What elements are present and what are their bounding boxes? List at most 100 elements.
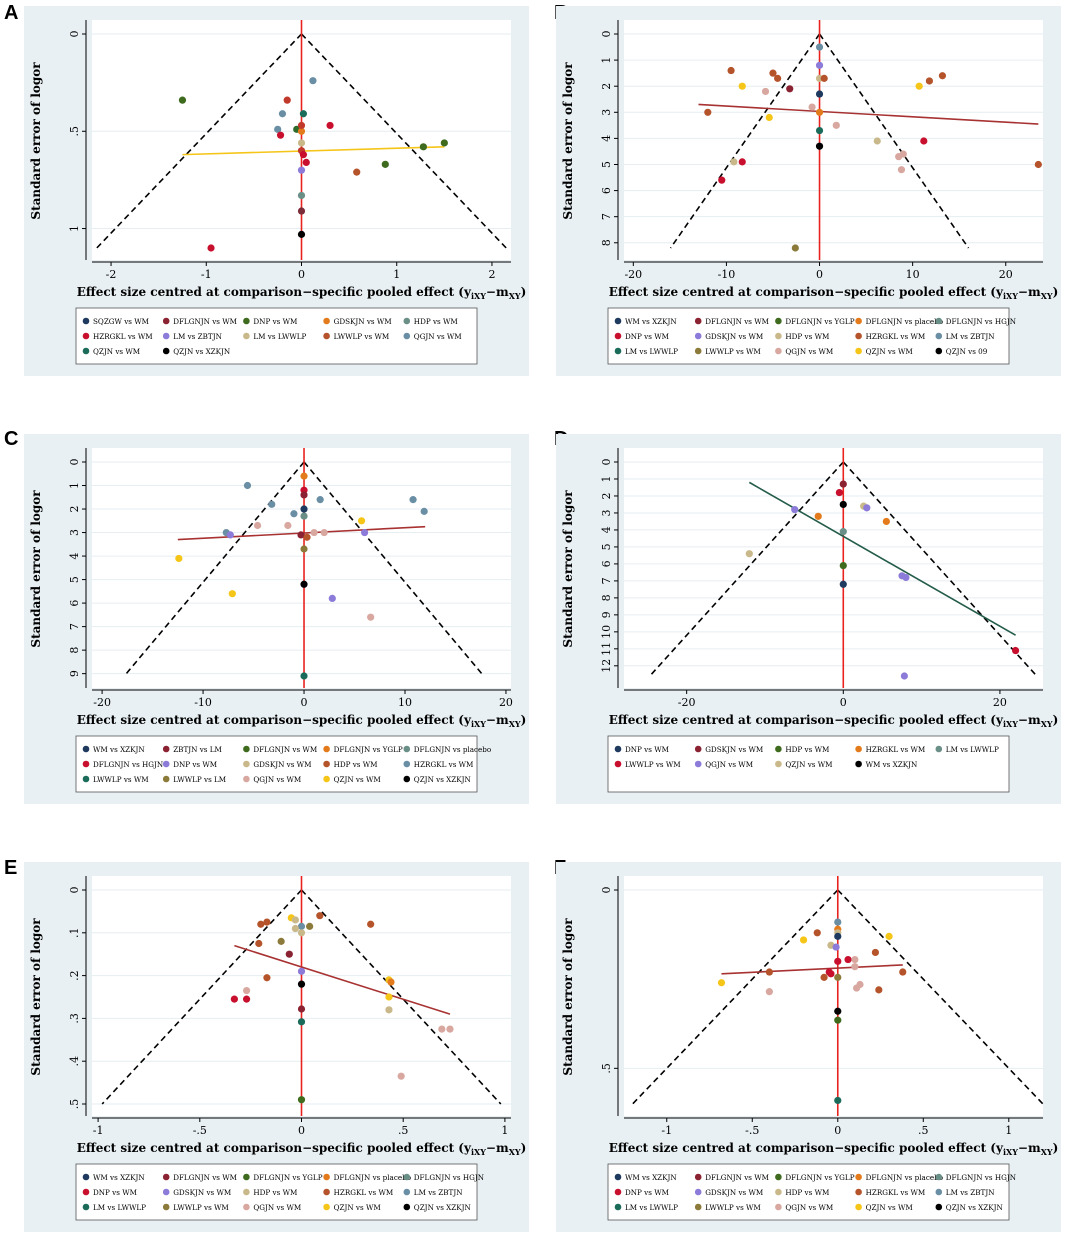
legend-label: HDP vs WM: [414, 317, 458, 326]
data-point: [820, 973, 828, 981]
data-point: [242, 986, 251, 995]
x-tick-label: .5: [918, 1124, 929, 1137]
funnel-plot-c: 0 1 2 3 4 5 6 7 8 9 -20 -10 0 10 20 Standard error of l…: [24, 434, 529, 804]
funnel-chart-svg: 0 1 2 3 4 5 6 7 8 -20 -10 0 10 20 Standard error of lo…: [561, 20, 1059, 365]
legend-marker: [614, 317, 622, 325]
data-point: [255, 939, 263, 948]
funnel-chart-svg: 0 1 2 3 4 5 6 7 8 9 -20 -10 0 10 20 Standard error of l…: [29, 448, 526, 793]
data-point: [882, 517, 890, 526]
data-point: [300, 505, 308, 513]
legend-label: QGJN vs WM: [253, 775, 301, 784]
legend-label: DNP vs WM: [625, 1188, 669, 1197]
legend-label: GDSKJN vs WM: [334, 317, 392, 326]
legend-label: DFLGNJN vs YGLP: [334, 745, 403, 754]
x-tick-label: 20: [499, 696, 513, 709]
data-point: [297, 127, 306, 135]
data-point: [367, 920, 375, 928]
y-tick-label: 1: [68, 225, 81, 232]
data-point: [300, 491, 308, 499]
legend-label: LM vs LWWLP: [625, 347, 678, 356]
y-tick-label: 5: [600, 543, 613, 550]
legend-label: LWWLP vs WM: [625, 760, 681, 769]
legend-marker: [162, 317, 170, 325]
x-tick-label: -1: [93, 1124, 104, 1137]
legend-marker: [403, 775, 411, 783]
data-point: [385, 1006, 393, 1014]
data-point: [839, 500, 847, 509]
data-point: [774, 74, 782, 82]
legend-marker: [694, 347, 702, 355]
data-point: [765, 968, 773, 976]
data-point: [808, 103, 816, 111]
funnel-plot-a: 0 .5 1 -2 -1 0 1 2 Standard error of logor Effect…: [24, 6, 529, 376]
legend-box: [607, 1163, 1010, 1221]
legend-marker: [855, 1203, 862, 1211]
legend-label: LM vs ZBTJN: [414, 1188, 463, 1197]
data-point: [284, 521, 292, 530]
data-point: [815, 108, 824, 116]
data-point: [839, 528, 847, 536]
y-tick-label: 0: [68, 887, 81, 894]
funnel-chart-svg: 0 .1 .2 .3 .4 .5 -1 -.5 0 .5 1 Standard error of lo…: [29, 876, 526, 1221]
x-tick-label: -.5: [193, 1124, 207, 1137]
legend-box: [75, 735, 478, 793]
legend-marker: [82, 1203, 90, 1211]
legend-label: WM vs XZKJN: [866, 760, 918, 769]
data-point: [440, 139, 448, 147]
data-point: [420, 507, 428, 515]
legend-label: DFLGNJN vs HGJN: [946, 317, 1016, 326]
data-point: [263, 918, 271, 926]
legend-label: HDP vs WM: [785, 745, 829, 754]
data-point: [761, 87, 770, 96]
data-point: [730, 158, 738, 166]
y-tick-label: .5: [68, 1099, 81, 1110]
legend-marker: [855, 745, 862, 753]
funnel-plot-e: 0 .1 .2 .3 .4 .5 -1 -.5 0 .5 1 Standard error of lo…: [24, 862, 529, 1232]
data-point: [297, 230, 306, 238]
x-axis-title: Effect size centred at comparison−specif…: [77, 285, 527, 301]
legend-label: HZRGKL vs WM: [334, 1188, 394, 1197]
y-tick-label: 6: [600, 560, 613, 567]
legend-label: QZJN vs WM: [334, 1203, 381, 1212]
data-point: [300, 512, 308, 520]
regression-line: [182, 146, 445, 156]
data-point: [297, 191, 306, 200]
data-point: [899, 150, 907, 158]
legend-box: [75, 307, 478, 365]
y-axis-title: Standard error of logor: [29, 918, 43, 1076]
funnel-left-line: [123, 461, 305, 677]
legend-label: DFLGNJN vs placebo: [414, 745, 491, 754]
legend-label: QZJN vs XZKJN: [414, 775, 471, 784]
legend-label: WM vs XZKJN: [93, 1173, 145, 1182]
legend-label: HDP vs WM: [785, 332, 829, 341]
regression-line: [234, 944, 451, 1015]
data-point: [839, 580, 847, 588]
data-point: [297, 207, 306, 215]
data-point: [813, 929, 821, 937]
legend-marker: [82, 745, 90, 753]
legend-marker: [243, 745, 250, 753]
data-point: [815, 126, 824, 135]
x-axis-title: Effect size centred at comparison−specif…: [609, 713, 1059, 729]
funnel-right-line: [818, 33, 970, 249]
legend-label: DFLGNJN vs HGJN: [93, 760, 163, 769]
y-tick-label: 9: [68, 670, 81, 677]
legend-marker: [694, 760, 702, 768]
legend-label: SQZGW vs WM: [93, 317, 149, 326]
legend-label: HDP vs WM: [785, 1188, 829, 1197]
data-point: [278, 110, 287, 118]
legend-marker: [323, 1173, 330, 1181]
data-point: [815, 142, 824, 150]
legend-marker: [82, 332, 90, 340]
data-point: [297, 922, 306, 930]
x-tick-label: -2: [106, 268, 117, 281]
x-axis-title: Effect size centred at comparison−specif…: [609, 285, 1059, 301]
data-point: [310, 528, 318, 537]
legend-label: LM vs LWWLP: [253, 332, 306, 341]
legend-marker: [323, 332, 330, 340]
legend-label: DFLGNJN vs placebo: [866, 1173, 943, 1182]
data-point: [815, 90, 824, 98]
legend-marker: [775, 1188, 782, 1196]
data-point: [285, 950, 293, 958]
